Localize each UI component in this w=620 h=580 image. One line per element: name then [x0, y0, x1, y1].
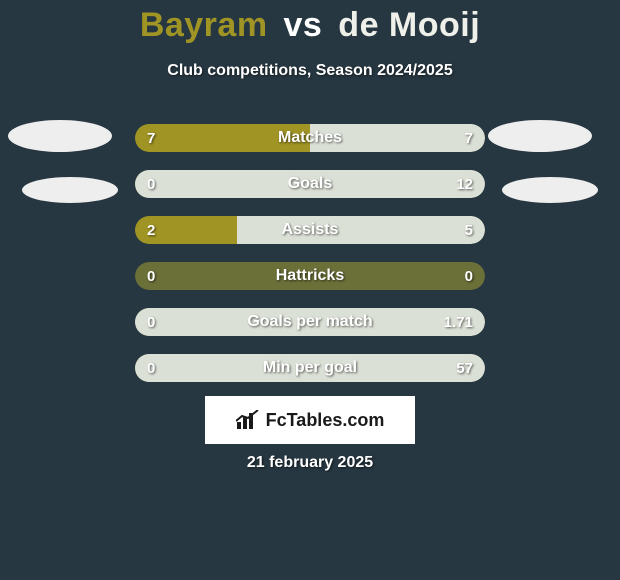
stat-value-left: 0: [147, 262, 155, 290]
stat-value-left: 0: [147, 170, 155, 198]
stat-value-right: 5: [465, 216, 473, 244]
stat-value-right: 57: [456, 354, 473, 382]
stat-label: Assists: [135, 216, 485, 244]
stat-label: Matches: [135, 124, 485, 152]
stat-value-left: 0: [147, 354, 155, 382]
stat-value-right: 1.71: [444, 308, 473, 336]
decorative-ellipse: [502, 177, 598, 203]
player1-name: Bayram: [140, 6, 268, 44]
subtitle: Club competitions, Season 2024/2025: [0, 62, 620, 80]
stat-label: Hattricks: [135, 262, 485, 290]
stat-row: Min per goal0 57: [135, 354, 485, 382]
stat-row: Assists2 5: [135, 216, 485, 244]
stat-row: Hattricks0 0: [135, 262, 485, 290]
stat-row: Goals per match0 1.71: [135, 308, 485, 336]
stat-value-left: 7: [147, 124, 155, 152]
comparison-infographic: Bayram vs de Mooij Club competitions, Se…: [0, 0, 620, 580]
player2-name: de Mooij: [338, 6, 480, 44]
chart-icon: [236, 410, 260, 430]
stat-label: Min per goal: [135, 354, 485, 382]
date: 21 february 2025: [0, 454, 620, 472]
stat-label: Goals: [135, 170, 485, 198]
decorative-ellipse: [488, 120, 592, 152]
stat-value-right: 12: [456, 170, 473, 198]
vs-label: vs: [284, 6, 323, 44]
decorative-ellipse: [22, 177, 118, 203]
decorative-ellipse: [8, 120, 112, 152]
stats-container: Matches77Goals012Assists25Hattricks00Goa…: [135, 124, 485, 400]
stat-row: Matches7 7: [135, 124, 485, 152]
stat-label: Goals per match: [135, 308, 485, 336]
stat-value-left: 2: [147, 216, 155, 244]
source-badge: FcTables.com: [205, 396, 415, 444]
title: Bayram vs de Mooij: [0, 6, 620, 45]
stat-row: Goals0 12: [135, 170, 485, 198]
stat-value-left: 0: [147, 308, 155, 336]
stat-value-right: 7: [465, 124, 473, 152]
stat-value-right: 0: [465, 262, 473, 290]
badge-text: FcTables.com: [266, 410, 385, 431]
